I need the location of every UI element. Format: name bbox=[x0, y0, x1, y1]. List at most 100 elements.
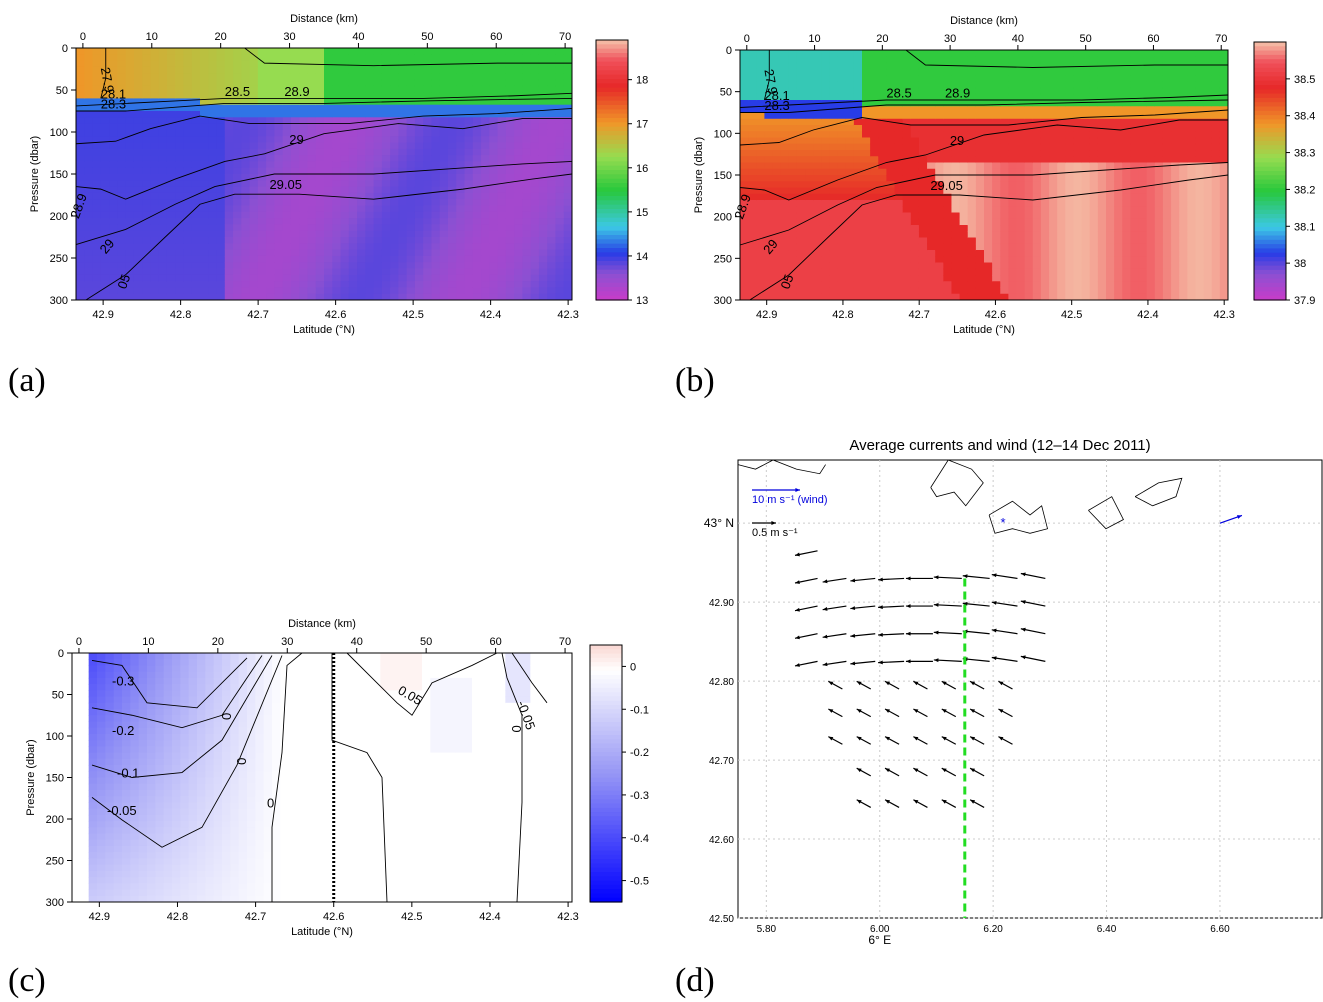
panel-a-field-cell bbox=[481, 142, 490, 150]
panel-b-field-cell bbox=[870, 100, 879, 107]
panel-a-field-cell bbox=[472, 79, 482, 87]
panel-b-field-cell bbox=[910, 206, 920, 214]
panel-a-field-cell bbox=[340, 186, 350, 194]
panel-b-field-cell bbox=[1146, 243, 1156, 251]
panel-a-field-cell bbox=[489, 230, 499, 238]
panel-a-field-cell bbox=[290, 186, 300, 194]
panel-b-field-cell bbox=[1106, 175, 1115, 182]
panel-a-field-cell bbox=[414, 123, 424, 131]
panel-b-field-cell bbox=[853, 118, 863, 126]
panel-b-field-cell bbox=[1154, 156, 1164, 164]
panel-a-field-cell bbox=[406, 268, 416, 276]
panel-a-colorbar-cell bbox=[596, 118, 628, 123]
panel-a-field-cell bbox=[414, 199, 424, 207]
panel-a-field-cell bbox=[233, 148, 242, 156]
panel-a-field-cell bbox=[497, 123, 507, 131]
panel-a-field-cell bbox=[398, 142, 408, 150]
panel-a-field-cell bbox=[208, 167, 218, 175]
panel-b-field-cell bbox=[1114, 131, 1123, 139]
panel-a-field-cell bbox=[257, 211, 267, 219]
panel-a-field-cell bbox=[266, 161, 275, 169]
panel-a-field-cell bbox=[299, 54, 309, 62]
panel-a-field-cell bbox=[530, 104, 540, 112]
panel-b-field-cell bbox=[1049, 275, 1058, 282]
panel-b-field-cell bbox=[756, 275, 765, 282]
panel-a-field-cell bbox=[200, 230, 209, 238]
panel-a-colorbar-cell bbox=[596, 170, 628, 175]
panel-a-colorbar-cell bbox=[596, 265, 628, 271]
panel-b-field-cell bbox=[1000, 112, 1009, 120]
panel-b-field-cell bbox=[829, 143, 839, 151]
panel-a-field-cell bbox=[530, 136, 540, 144]
panel-a-field-cell bbox=[166, 92, 176, 99]
panel-b-field-cell bbox=[780, 150, 790, 157]
panel-a-field-cell bbox=[481, 48, 490, 55]
panel-b-field-cell bbox=[1065, 75, 1075, 82]
panel-b-field-cell bbox=[853, 262, 863, 270]
panel-a-field-cell bbox=[514, 148, 523, 156]
panel-a-field-cell bbox=[324, 104, 333, 112]
panel-b-field-cell bbox=[1081, 200, 1091, 207]
panel-a-field-cell bbox=[307, 117, 317, 125]
panel-a-field-cell bbox=[563, 224, 572, 232]
panel-b-field-cell bbox=[740, 106, 749, 114]
panel-b-field-cell bbox=[1024, 156, 1034, 164]
panel-a-field-cell bbox=[489, 268, 499, 276]
panel-b-field-cell bbox=[1203, 218, 1213, 226]
panel-b-field-cell bbox=[1219, 281, 1228, 289]
panel-a-field-cell bbox=[92, 224, 102, 232]
panel-b-field-cell bbox=[910, 218, 920, 226]
panel-a-field-cell bbox=[406, 230, 416, 238]
panel-b-field-cell bbox=[992, 175, 1001, 182]
panel-b-field-cell bbox=[853, 237, 863, 245]
panel-b-field-cell bbox=[1089, 75, 1099, 82]
panel-a-field-cell bbox=[324, 111, 333, 118]
panel-b-bottom-tick-label: 42.6 bbox=[985, 309, 1006, 321]
panel-b-field-cell bbox=[927, 112, 936, 120]
panel-b-field-cell bbox=[1154, 50, 1164, 57]
panel-b-field-cell bbox=[1162, 87, 1172, 95]
panel-a-field-cell bbox=[332, 230, 342, 238]
panel-b-field-cell bbox=[1195, 50, 1205, 57]
panel-a-field-cell bbox=[92, 48, 102, 55]
panel-b-field-cell bbox=[837, 268, 847, 276]
panel-b-field-cell bbox=[1195, 200, 1205, 207]
panel-b-field-cell bbox=[837, 93, 847, 101]
panel-a-field-cell bbox=[257, 123, 267, 131]
panel-b-field-cell bbox=[1187, 293, 1197, 300]
panel-b-field-cell bbox=[894, 93, 904, 101]
panel-a-field-cell bbox=[216, 92, 226, 99]
panel-b-field-cell bbox=[813, 87, 822, 95]
panel-b-field-cell bbox=[870, 50, 879, 57]
panel-b-field-cell bbox=[1171, 168, 1180, 176]
panel-b-field-cell bbox=[853, 281, 863, 289]
panel-b-field-cell bbox=[805, 93, 814, 101]
panel-b-field-cell bbox=[862, 68, 871, 76]
panel-b-field-cell bbox=[1146, 168, 1156, 176]
panel-a-field-cell bbox=[216, 66, 226, 74]
panel-a-field-cell bbox=[92, 142, 102, 150]
panel-b-field-cell bbox=[1114, 68, 1123, 76]
panel-a-field-cell bbox=[497, 117, 507, 125]
panel-b-field-cell bbox=[772, 181, 782, 189]
panel-a-field-cell bbox=[332, 293, 342, 300]
panel-a-field-cell bbox=[348, 48, 358, 55]
panel-b-field-cell bbox=[870, 156, 879, 164]
panel-b-field-cell bbox=[1179, 256, 1188, 264]
panel-b-field-cell bbox=[1032, 50, 1042, 57]
panel-a-field-cell bbox=[266, 262, 275, 270]
panel-a-field-cell bbox=[439, 85, 449, 93]
panel-b-field-cell bbox=[1024, 262, 1034, 270]
panel-b-field-cell bbox=[1057, 287, 1066, 295]
panel-a-field-cell bbox=[348, 224, 358, 232]
panel-b-field-cell bbox=[805, 75, 814, 82]
panel-a-field-cell bbox=[398, 218, 408, 225]
panel-a-field-cell bbox=[448, 293, 457, 300]
panel-b-field-cell bbox=[984, 243, 993, 251]
panel-a-field-cell bbox=[423, 111, 433, 118]
panel-b-field-cell bbox=[740, 281, 749, 289]
panel-b-field-cell bbox=[927, 281, 936, 289]
panel-b-field-cell bbox=[886, 175, 896, 182]
panel-b-field-cell bbox=[902, 231, 912, 239]
panel-a-field-cell bbox=[464, 129, 474, 137]
